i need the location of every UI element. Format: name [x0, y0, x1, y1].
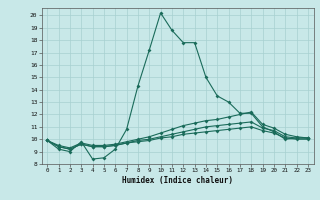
X-axis label: Humidex (Indice chaleur): Humidex (Indice chaleur)	[122, 176, 233, 185]
